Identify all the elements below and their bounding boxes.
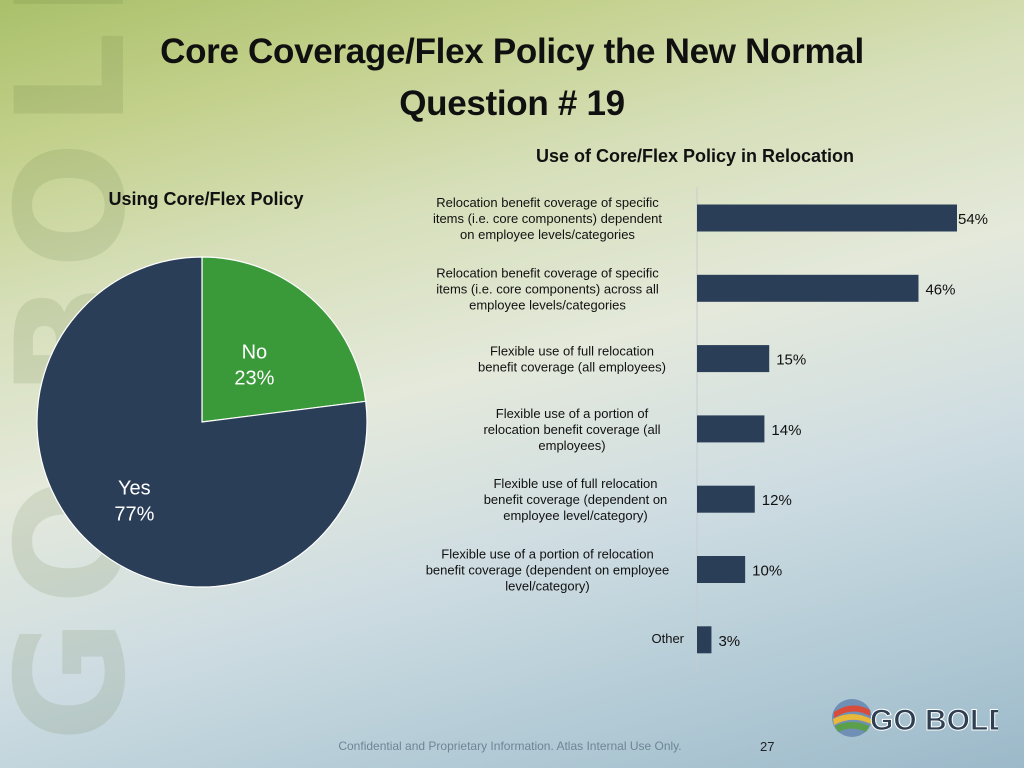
bar-category-label-2: Relocation benefit coverage of specific i… (436, 265, 659, 312)
bar-category-label-6: Flexible use of a portion of relocation b… (426, 547, 670, 594)
bar-value-label-2: 46% (925, 281, 955, 298)
pie-slice-no (201, 256, 367, 423)
bar-value-label-1: 54% (958, 211, 988, 228)
bar-2 (697, 274, 919, 302)
pie-slice-yes (36, 256, 368, 588)
slide-title: Core Coverage/Flex Policy the New Normal… (60, 26, 964, 130)
logo-text: GO BOLD (870, 704, 998, 737)
bar-6 (697, 556, 746, 583)
bar-chart-title: Use of Core/Flex Policy in Relocation (535, 146, 855, 166)
bar-3 (697, 345, 770, 373)
bar-category-label-1: Relocation benefit coverage of specific i… (433, 195, 662, 242)
bar-value-label-3: 15% (776, 352, 806, 369)
pie-label-yes: Yes (118, 478, 151, 500)
bar-value-label-4: 14% (771, 422, 801, 439)
bar-category-label-7: Other (651, 631, 684, 646)
bar-4 (697, 415, 765, 443)
globe-icon (832, 699, 872, 737)
pie-label-no: No (242, 342, 268, 364)
pie-value-no: 23% (234, 368, 274, 390)
bar-value-label-7: 3% (718, 633, 740, 650)
bar-7 (697, 626, 712, 654)
bar-category-label-5: Flexible use of full relocation benefit c… (484, 476, 668, 523)
pie-value-yes: 77% (114, 504, 154, 526)
go-bold-logo: GO BOLD (832, 699, 998, 738)
bar-1 (697, 204, 957, 232)
bar-category-label-3: Flexible use of full relocation benefit c… (478, 344, 666, 375)
bar-5 (697, 485, 755, 513)
footer-confidentiality-text: Confidential and Proprietary Information… (338, 739, 682, 753)
bar-value-label-6: 10% (752, 563, 782, 580)
bar-category-label-4: Flexible use of a portion of relocation b… (483, 406, 660, 453)
slide-title-line-2: Question # 19 (399, 84, 625, 123)
bar-value-label-5: 12% (762, 492, 792, 509)
page-number: 27 (760, 739, 775, 754)
pie-chart-title: Using Core/Flex Policy (108, 189, 304, 209)
slide-title-line-1: Core Coverage/Flex Policy the New Normal (160, 32, 864, 71)
